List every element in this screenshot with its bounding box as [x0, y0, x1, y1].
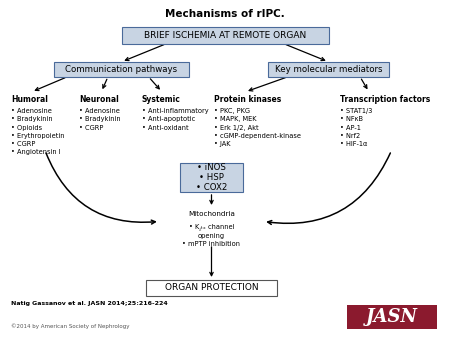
Text: Mechanisms of rIPC.: Mechanisms of rIPC. [165, 9, 285, 20]
Text: Transcription factors: Transcription factors [340, 95, 430, 104]
FancyBboxPatch shape [146, 281, 277, 295]
FancyBboxPatch shape [268, 62, 389, 77]
Text: Mitochondria: Mitochondria [188, 211, 235, 217]
FancyArrowPatch shape [46, 153, 155, 224]
FancyArrowPatch shape [268, 153, 390, 224]
Text: • Anti-inflammatory
• Anti-apoptotic
• Anti-oxidant: • Anti-inflammatory • Anti-apoptotic • A… [142, 108, 208, 131]
Text: • Adenosine
• Bradykinin
• Opioids
• Erythropoietin
• CGRP
• Angiotensin I: • Adenosine • Bradykinin • Opioids • Ery… [11, 108, 65, 155]
Text: ©2014 by American Society of Nephrology: ©2014 by American Society of Nephrology [11, 323, 130, 329]
Text: Neuronal: Neuronal [79, 95, 118, 104]
Text: • iNOS
• HSP
• COX2: • iNOS • HSP • COX2 [196, 163, 227, 192]
FancyBboxPatch shape [346, 305, 436, 329]
FancyBboxPatch shape [180, 163, 243, 192]
FancyBboxPatch shape [122, 27, 328, 44]
Text: Humoral: Humoral [11, 95, 48, 104]
Text: BRIEF ISCHEMIA AT REMOTE ORGAN: BRIEF ISCHEMIA AT REMOTE ORGAN [144, 31, 306, 40]
Text: • K⁁ₜₓ channel
opening
• mPTP inhibition: • K⁁ₜₓ channel opening • mPTP inhibition [183, 224, 240, 247]
Text: Protein kinases: Protein kinases [214, 95, 281, 104]
Text: • STAT1/3
• NFκB
• AP-1
• Nrf2
• HIF-1α: • STAT1/3 • NFκB • AP-1 • Nrf2 • HIF-1α [340, 108, 372, 147]
FancyBboxPatch shape [54, 62, 189, 77]
Text: • Adenosine
• Bradykinin
• CGRP: • Adenosine • Bradykinin • CGRP [79, 108, 121, 131]
Text: • PKC, PKG
• MAPK, MEK
• Erk 1/2, Akt
• cGMP-dependent-kinase
• JAK: • PKC, PKG • MAPK, MEK • Erk 1/2, Akt • … [214, 108, 301, 147]
Text: JASN: JASN [365, 308, 418, 326]
Text: Natig Gassanov et al. JASN 2014;25:216-224: Natig Gassanov et al. JASN 2014;25:216-2… [11, 301, 168, 307]
Text: Key molecular mediators: Key molecular mediators [275, 65, 382, 74]
Text: Communication pathways: Communication pathways [65, 65, 178, 74]
Text: Systemic: Systemic [142, 95, 180, 104]
Text: ORGAN PROTECTION: ORGAN PROTECTION [165, 284, 258, 292]
